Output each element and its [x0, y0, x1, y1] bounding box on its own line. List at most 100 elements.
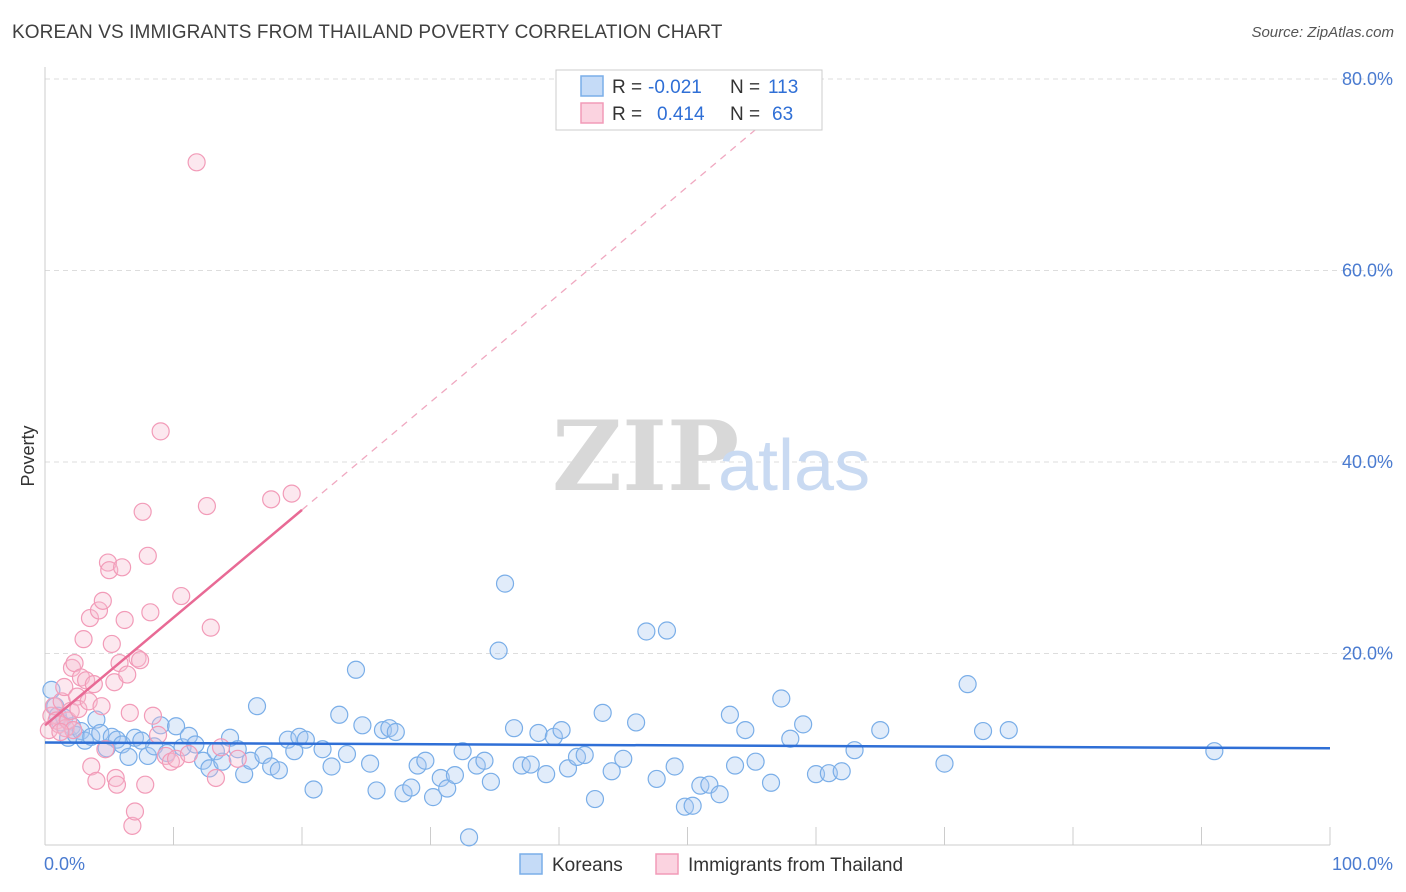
thailand-trend-line: [44, 508, 303, 727]
korean-point-90: [675, 797, 695, 816]
korean-point-48: [337, 744, 357, 764]
thailand-point-39: [128, 649, 147, 668]
korean-point-91: [683, 796, 702, 815]
legend-r-label-1: R =: [612, 77, 642, 98]
thailand-point-37: [123, 816, 142, 835]
legend-n-value-2: 63: [772, 104, 793, 125]
korean-point-106: [845, 741, 864, 760]
korean-point-73: [521, 755, 540, 774]
korean-point-51: [361, 754, 380, 773]
thailand-point-60: [282, 484, 301, 503]
korean-point-99: [761, 773, 781, 792]
thailand-point-25: [96, 740, 115, 759]
korean-point-52: [367, 781, 386, 800]
korean-point-64: [453, 742, 472, 761]
korean-point-108: [958, 675, 977, 694]
thailand-point-45: [143, 706, 163, 725]
grid-lines: [45, 78, 1392, 654]
korean-point-97: [736, 720, 755, 740]
thailand-point-43: [138, 546, 157, 565]
thailand-point-41: [133, 502, 152, 521]
thailand-point-6: [55, 677, 74, 697]
korean-point-17: [119, 747, 138, 767]
y-tick-labels: 20.0% 40.0% 60.0% 80.0%: [1342, 69, 1393, 664]
thailand-point-40: [130, 651, 150, 670]
korean-point-98: [746, 752, 765, 771]
korean-point-103: [806, 765, 826, 784]
thailand-point-55: [201, 618, 220, 637]
korean-point-101: [781, 729, 800, 748]
chart-source: Source: ZipAtlas.com: [1251, 24, 1394, 41]
legend-r-value-1: -0.021: [648, 77, 702, 98]
korean-point-8: [71, 721, 91, 741]
korean-point-70: [495, 574, 515, 593]
korean-point-47: [330, 705, 349, 724]
korean-point-100: [772, 689, 791, 708]
thailand-point-62: [51, 722, 70, 742]
x-tick-labels: 0.0% 100.0%: [44, 854, 1393, 874]
korean-point-96: [725, 756, 745, 775]
legend: R = -0.021 N = 113 R = 0.414 N = 63: [555, 69, 823, 131]
legend-n-label-2: N =: [730, 104, 760, 125]
korean-point-39: [269, 761, 288, 780]
thailand-trend-extension: [301, 121, 766, 511]
thailand-point-38: [125, 802, 145, 821]
y-tick-label-2: 60.0%: [1342, 261, 1393, 281]
thailand-point-47: [151, 422, 170, 441]
thailand-point-35: [118, 665, 137, 684]
watermark: ZIP atlas: [552, 400, 870, 513]
thailand-point-33: [112, 558, 132, 577]
series-koreans: [42, 574, 1224, 847]
watermark-zip: ZIP: [552, 400, 739, 513]
korean-point-69: [489, 641, 508, 660]
thailand-point-46: [148, 725, 168, 744]
korean-point-88: [657, 621, 677, 640]
korean-point-105: [832, 762, 851, 781]
korean-point-87: [647, 769, 666, 789]
korean-point-95: [720, 705, 740, 724]
legend-swatch-pink: [580, 102, 604, 124]
thailand-point-26: [98, 553, 118, 572]
thailand-point-56: [206, 768, 226, 788]
x-tick-label-1: 100.0%: [1332, 854, 1393, 874]
korean-point-110: [999, 720, 1018, 740]
thailand-point-49: [161, 752, 181, 771]
axes: [44, 67, 1331, 846]
bottom-legend-thailand: Immigrants from Thailand: [688, 855, 903, 876]
trend-lines: [44, 121, 1331, 750]
thailand-point-59: [262, 490, 281, 509]
korean-point-71: [504, 719, 524, 738]
korean-point-60: [423, 788, 443, 807]
bottom-legend-koreans: Koreans: [552, 855, 623, 876]
korean-point-36: [247, 697, 267, 716]
watermark-atlas: atlas: [718, 426, 870, 506]
thailand-point-48: [156, 746, 175, 766]
thailand-point-15: [74, 630, 93, 649]
korean-point-84: [614, 749, 633, 768]
thailand-point-23: [92, 697, 111, 716]
korean-point-11: [87, 710, 106, 729]
thailand-point-22: [89, 601, 109, 620]
thailand-point-53: [187, 153, 206, 172]
thailand-point-28: [102, 634, 121, 654]
korean-point-44: [304, 780, 323, 799]
korean-point-111: [1205, 742, 1224, 761]
korean-point-43: [296, 730, 315, 749]
bottom-legend-swatch-koreans: [519, 853, 543, 875]
thailand-point-34: [115, 610, 134, 630]
thailand-point-19: [82, 757, 101, 776]
thailand-point-51: [172, 586, 191, 606]
korean-point-102: [794, 715, 813, 734]
korean-point-49: [346, 660, 366, 679]
korean-point-24: [166, 717, 186, 736]
thailand-point-24: [93, 591, 112, 610]
korean-point-75: [537, 765, 556, 784]
korean-point-89: [665, 757, 684, 776]
chart-title: KOREAN VS IMMIGRANTS FROM THAILAND POVER…: [12, 22, 723, 43]
legend-swatch-blue: [580, 75, 604, 97]
thailand-point-21: [87, 771, 106, 790]
thailand-point-57: [211, 738, 231, 757]
korean-point-50: [353, 716, 372, 735]
y-axis-label: Poverty: [18, 425, 38, 486]
